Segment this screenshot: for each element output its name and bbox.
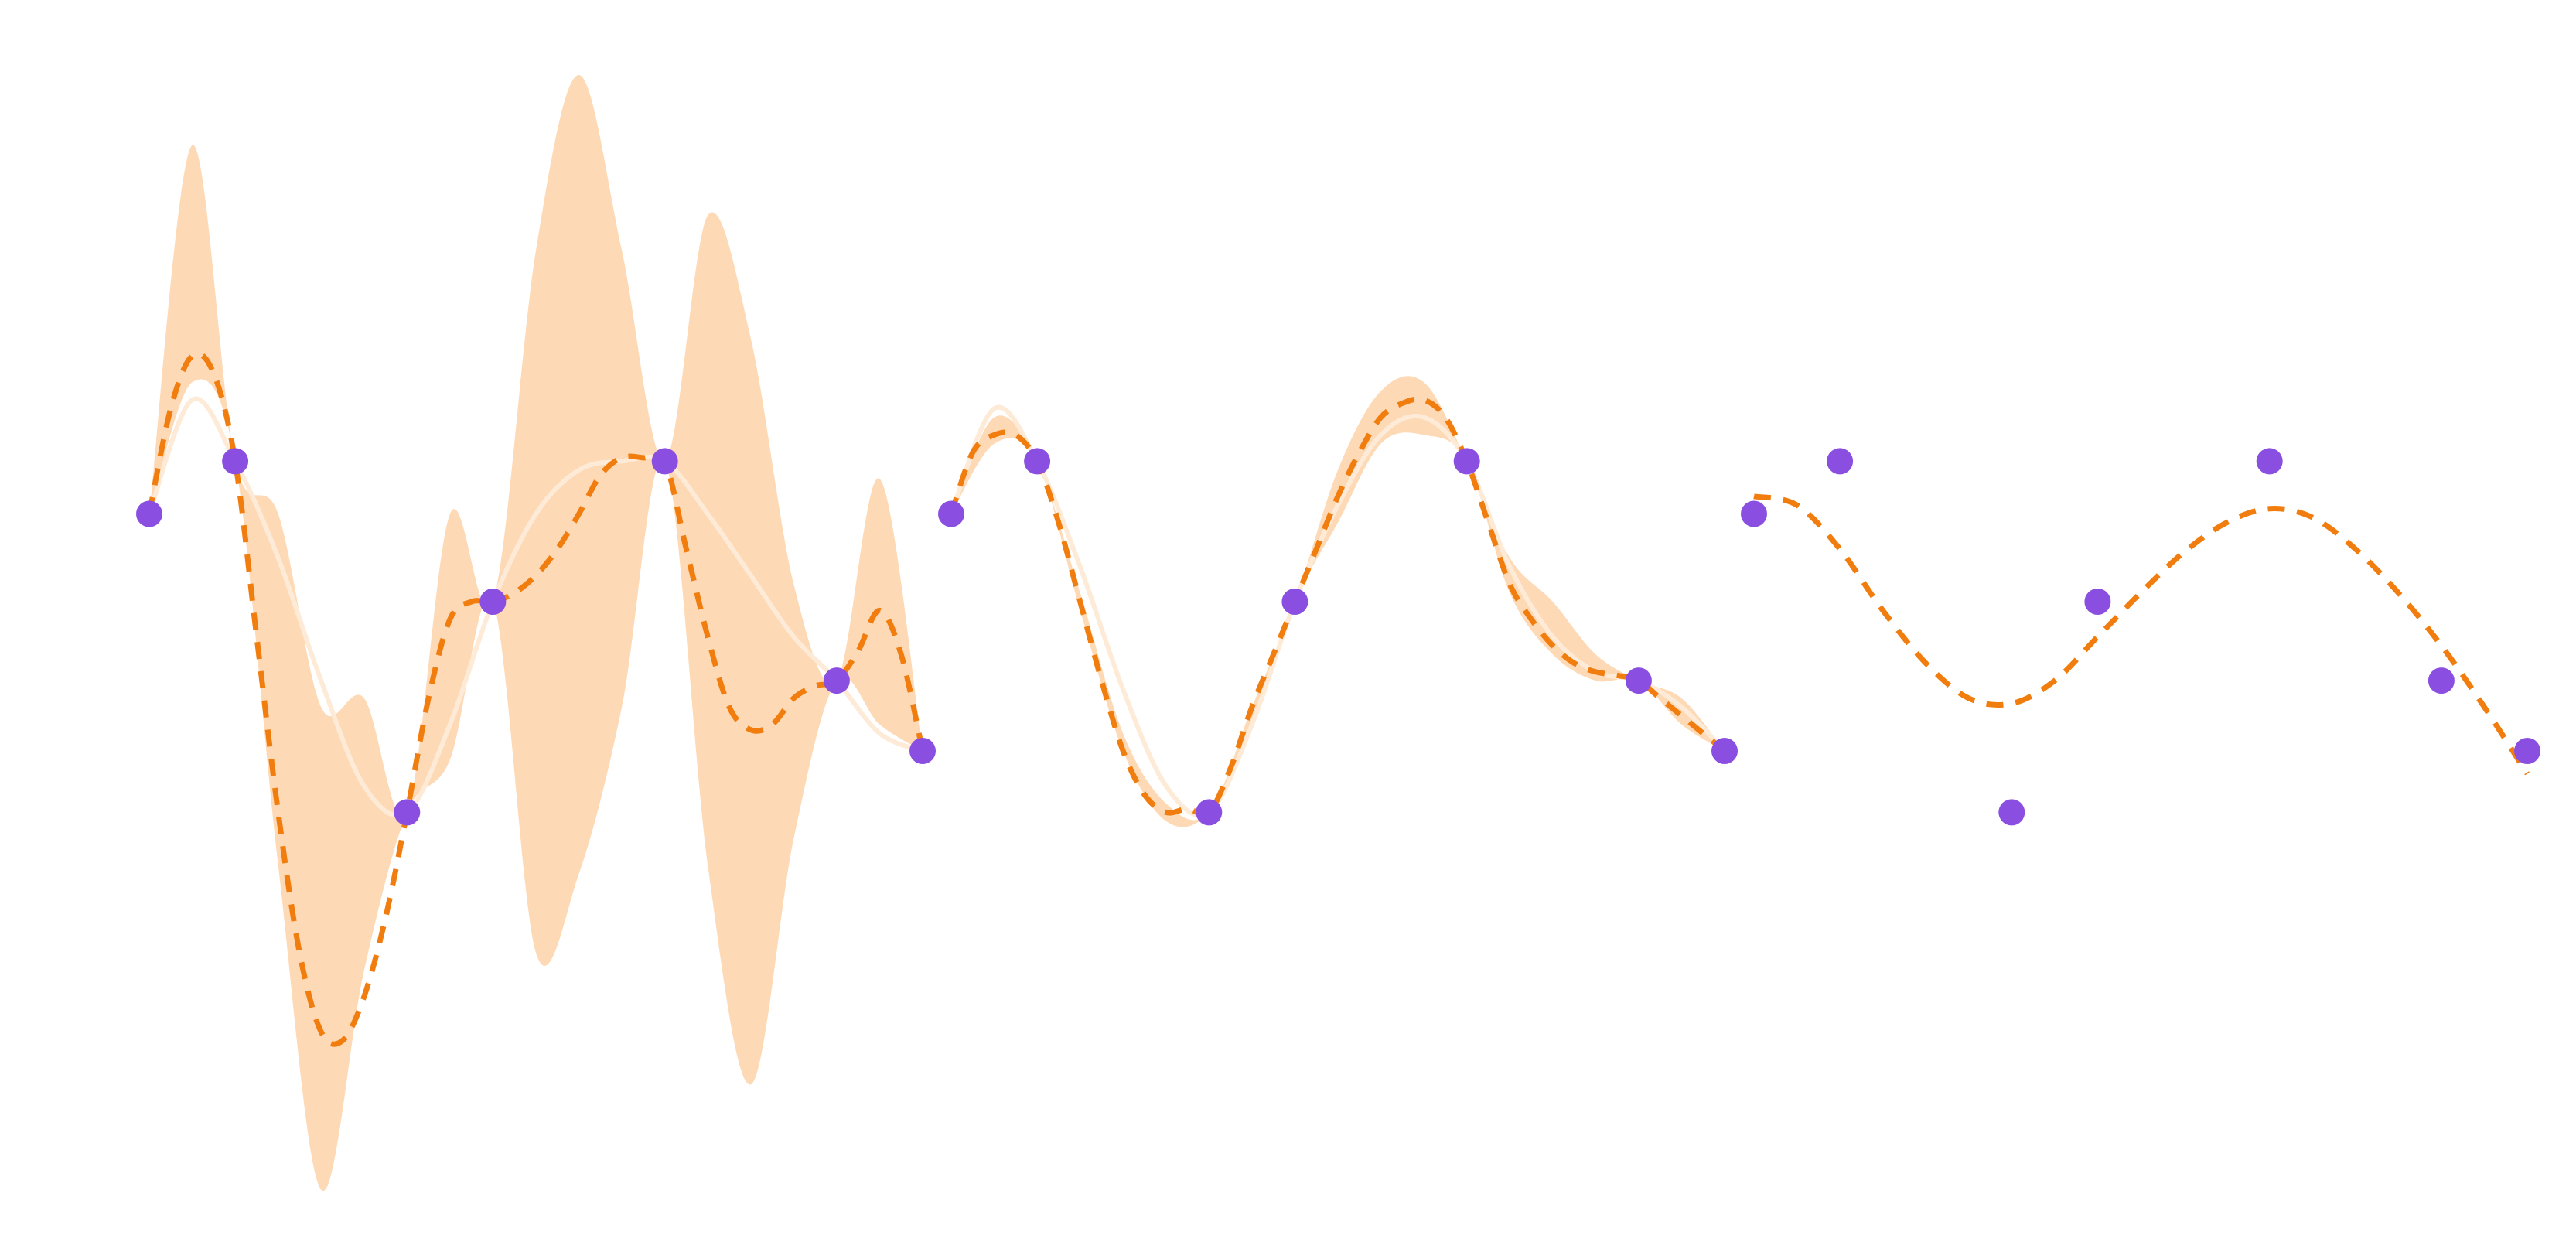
observation-point (1453, 448, 1480, 475)
observation-point (651, 448, 678, 475)
panel-1 (136, 75, 936, 1192)
true-function-line (949, 404, 1727, 818)
observation-point (2084, 589, 2111, 615)
observation-point (909, 738, 936, 764)
observation-point (1711, 738, 1738, 764)
confidence-band (951, 376, 1725, 827)
observation-point (938, 500, 964, 527)
observation-point (222, 448, 249, 475)
panel-3 (1741, 448, 2540, 826)
mean-prediction-line (948, 396, 1727, 817)
observation-point (136, 500, 162, 527)
observation-point (823, 667, 850, 694)
observation-point (2256, 448, 2283, 475)
observation-point (2428, 667, 2455, 694)
observation-point (394, 799, 421, 826)
observation-point (1024, 448, 1051, 475)
observation-point (2514, 738, 2540, 764)
panel-2 (938, 376, 1738, 827)
observation-point (1196, 799, 1223, 826)
observation-point (1827, 448, 1854, 475)
observation-point (1741, 500, 1767, 527)
observation-point (1625, 667, 1652, 694)
observation-point (1281, 589, 1308, 615)
observation-point (479, 589, 507, 615)
mean-prediction-line (1753, 493, 2530, 776)
confidence-band (149, 75, 923, 1192)
observation-point (1998, 799, 2025, 826)
